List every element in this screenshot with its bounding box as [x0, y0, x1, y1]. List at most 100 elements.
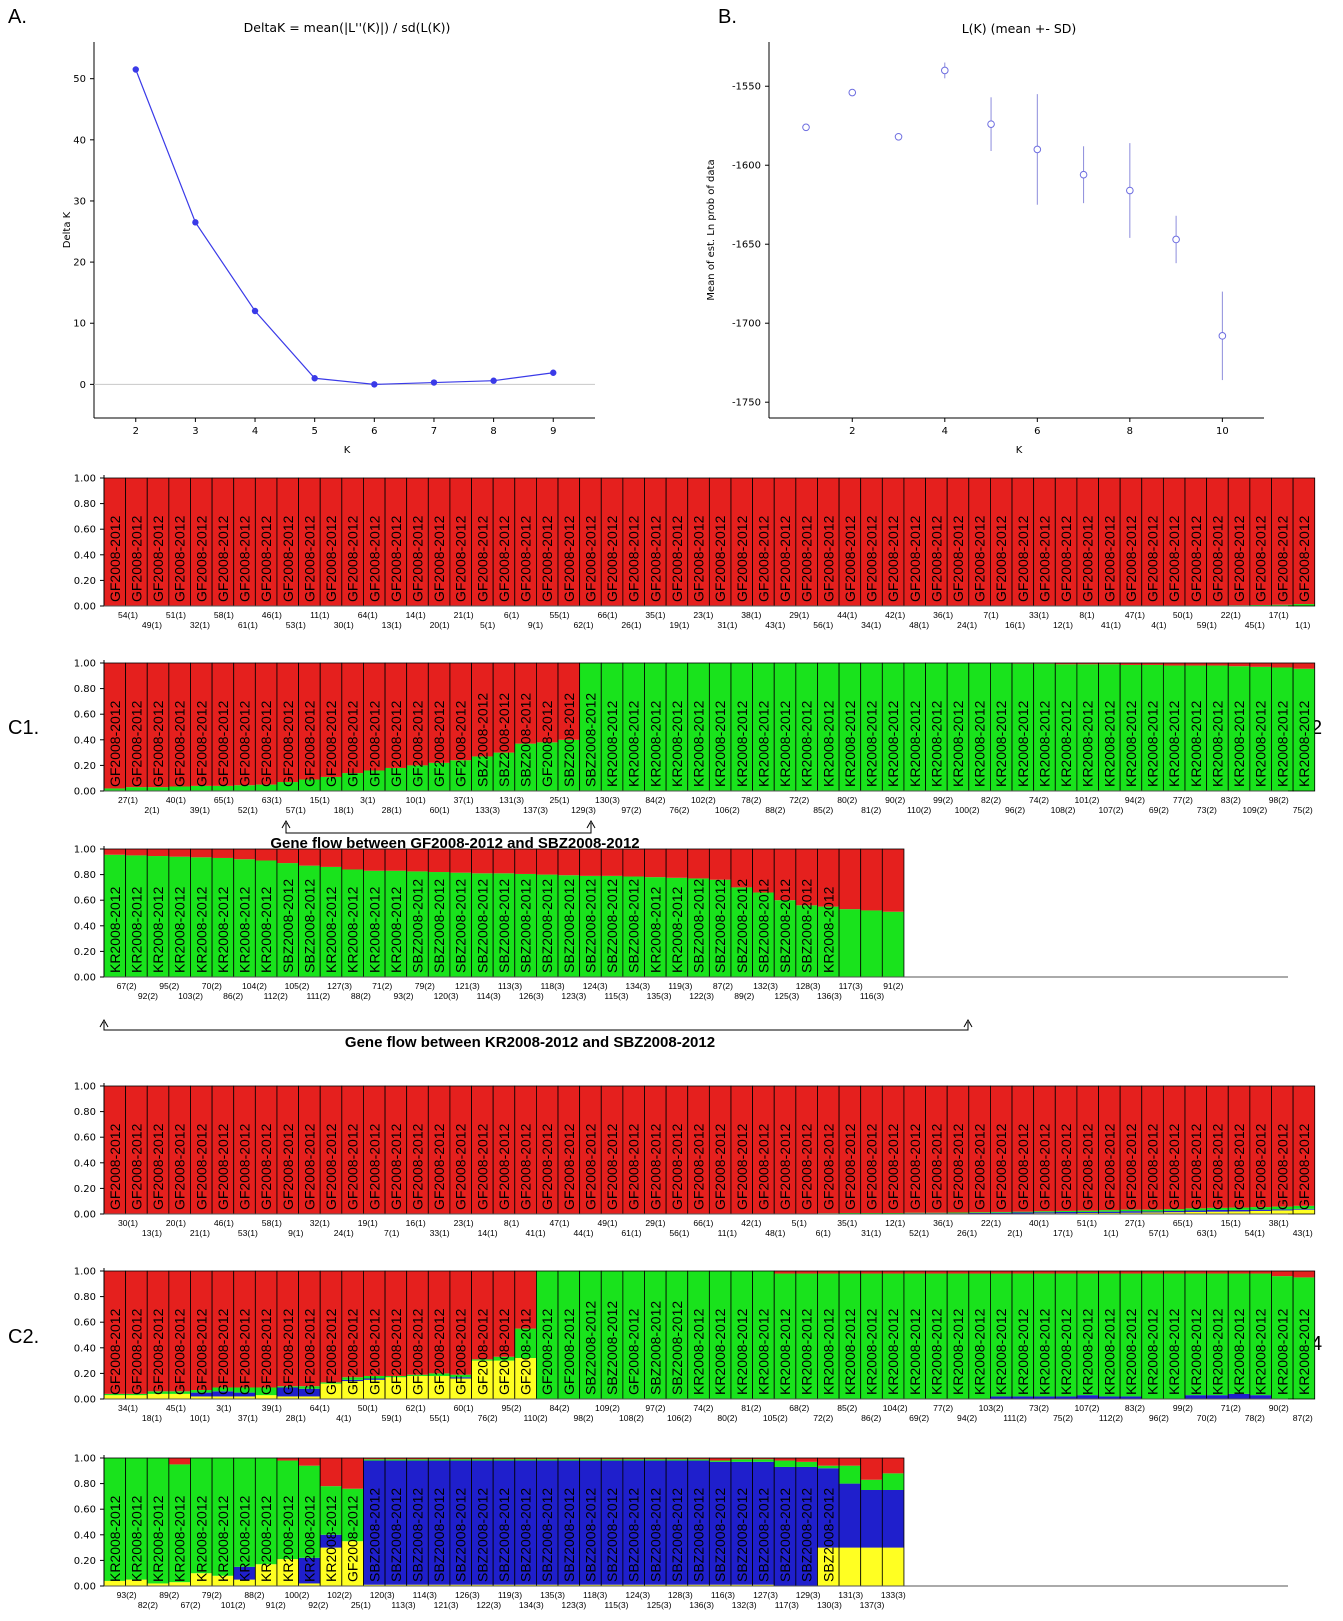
structure-bar-segment [168, 856, 191, 977]
structure-bar-segment [1163, 1086, 1185, 1210]
structure-bar-segment [601, 1086, 623, 1214]
structure-bar-segment [666, 1459, 688, 1461]
structure-bar-segment [622, 1460, 645, 1585]
structure-bar-segment [860, 1458, 883, 1480]
structure-bar-segment [882, 1273, 904, 1399]
structure-bar-segment [774, 1460, 796, 1467]
structure-bar-segment [601, 1459, 623, 1461]
structure-bar-segment [1293, 1277, 1315, 1399]
deltak-y-tick-label: 30 [73, 196, 86, 207]
structure-bar-label: GF2008-2012 [215, 1123, 231, 1210]
structure-bar-segment [774, 1273, 796, 1399]
panel-a-label: A. [8, 6, 27, 28]
structure-bar-segment [622, 876, 645, 977]
structure-sample-label: 124(3) [583, 981, 608, 991]
structure-bar-segment [752, 892, 775, 977]
structure-bar-label: GF2008-2012 [453, 700, 469, 787]
structure-bar-segment [666, 1271, 688, 1399]
structure-sample-label: 10(1) [406, 795, 426, 805]
structure-bar-segment [276, 849, 299, 864]
structure-sample-label: 20(1) [166, 1218, 186, 1228]
structure-bar-segment [320, 1486, 342, 1535]
structure-bar-segment [1185, 665, 1207, 791]
structure-sample-label: 6(1) [504, 610, 519, 620]
structure-sample-label: 108(2) [619, 1413, 644, 1423]
structure-bar-label: GF2008-2012 [1296, 515, 1312, 602]
structure-bar-label: GF2008-2012 [496, 1123, 512, 1210]
structure-bar-label: KR2008-2012 [1209, 700, 1225, 787]
structure-bar-segment [774, 1466, 796, 1586]
lk-point [1218, 332, 1227, 340]
structure-bar-label: GF2008-2012 [755, 1123, 771, 1210]
structure-bar-segment [968, 663, 991, 791]
structure-bar-label: KR2008-2012 [950, 1308, 966, 1395]
structure-y-tick-label: 0.00 [74, 973, 96, 984]
structure-sample-label: 22(1) [1221, 610, 1241, 620]
structure-bar-segment [1012, 478, 1034, 606]
structure-bar-segment [1228, 478, 1250, 606]
structure-sample-label: 113(3) [391, 1600, 415, 1610]
structure-plot-c1-row2: 0.00 0.20 0.40 0.60 0.80 1.00 GF2008-2012 GF200… [74, 659, 1316, 815]
structure-bar-label: SBZ2008-2012 [409, 879, 425, 973]
structure-bar-segment [147, 849, 169, 857]
structure-bar-label: KR2008-2012 [820, 1308, 836, 1395]
structure-y-tick-label: 0.60 [74, 525, 96, 536]
structure-y-tick-label: 0.00 [74, 1395, 96, 1406]
structure-bar-segment [428, 872, 450, 977]
structure-bar-label: GF2008-2012 [172, 1123, 188, 1210]
structure-bar-label: GF2008-2012 [323, 700, 339, 787]
structure-sample-label: 5(1) [480, 620, 495, 630]
structure-y-tick-label: 0.20 [74, 947, 96, 958]
structure-bar-segment [147, 1393, 169, 1399]
structure-sample-label: 82(2) [981, 795, 1001, 805]
structure-bar-label: GF2008-2012 [1188, 1123, 1204, 1210]
structure-bar-label: SBZ2008-2012 [280, 879, 296, 973]
structure-bar-label: SBZ2008-2012 [582, 1488, 598, 1582]
structure-bar-segment [493, 663, 515, 753]
structure-bar-segment [860, 849, 883, 911]
structure-bar-label: GF2008-2012 [496, 1308, 512, 1395]
structure-bar-segment [1293, 1209, 1315, 1214]
structure-bar-segment [925, 1273, 948, 1399]
structure-bar-segment [168, 1393, 191, 1399]
structure-bar-segment [341, 1086, 364, 1214]
structure-bar-label: GF2008-2012 [712, 1123, 728, 1210]
structure-bar-segment [709, 879, 731, 977]
structure-y-tick-label: 0.80 [74, 1479, 96, 1490]
structure-sample-label: 105(2) [763, 1413, 788, 1423]
structure-bar-label: KR2008-2012 [647, 886, 663, 973]
structure-bar-segment [1249, 1271, 1272, 1274]
structure-bar-segment [536, 742, 559, 791]
structure-sample-label: 25(1) [549, 795, 569, 805]
structure-bar-segment [298, 1583, 321, 1586]
structure-bar-label: KR2008-2012 [1036, 1308, 1052, 1395]
lk-y-axis-label: Mean of est. Ln prob of data [706, 159, 717, 300]
structure-bar-segment [644, 1460, 667, 1585]
structure-bar-segment [536, 849, 559, 875]
structure-y-tick-label: 0.40 [74, 1530, 96, 1541]
structure-bar-label: KR2008-2012 [734, 1308, 750, 1395]
structure-y-tick-label: 0.20 [74, 1556, 96, 1567]
structure-bar-segment [1249, 666, 1272, 791]
structure-sample-label: 88(2) [244, 1590, 264, 1600]
structure-y-tick-label: 0.60 [74, 1318, 96, 1329]
structure-bar-label: GF2008-2012 [950, 1123, 966, 1210]
structure-sample-label: 36(1) [933, 1218, 953, 1228]
structure-bar-segment [622, 1458, 645, 1460]
structure-bar-label: KR2008-2012 [193, 886, 209, 973]
structure-bar-label: KR2008-2012 [1274, 1308, 1290, 1395]
structure-sample-label: 60(1) [430, 805, 450, 815]
structure-bar-segment [1098, 1210, 1121, 1212]
structure-bar-segment [514, 478, 537, 606]
structure-bar-segment [774, 1271, 796, 1274]
structure-bar-segment [1120, 1273, 1142, 1397]
structure-bar-segment [709, 478, 731, 606]
structure-bar-segment [622, 1584, 645, 1586]
structure-bar-segment [1033, 1212, 1056, 1214]
structure-bar-segment [817, 1547, 840, 1586]
structure-bar-segment [363, 870, 386, 977]
structure-bar-segment [1033, 1211, 1056, 1213]
structure-bar-segment [168, 1086, 191, 1214]
structure-bar-segment [1293, 663, 1315, 669]
structure-y-tick-label: 0.80 [74, 870, 96, 881]
